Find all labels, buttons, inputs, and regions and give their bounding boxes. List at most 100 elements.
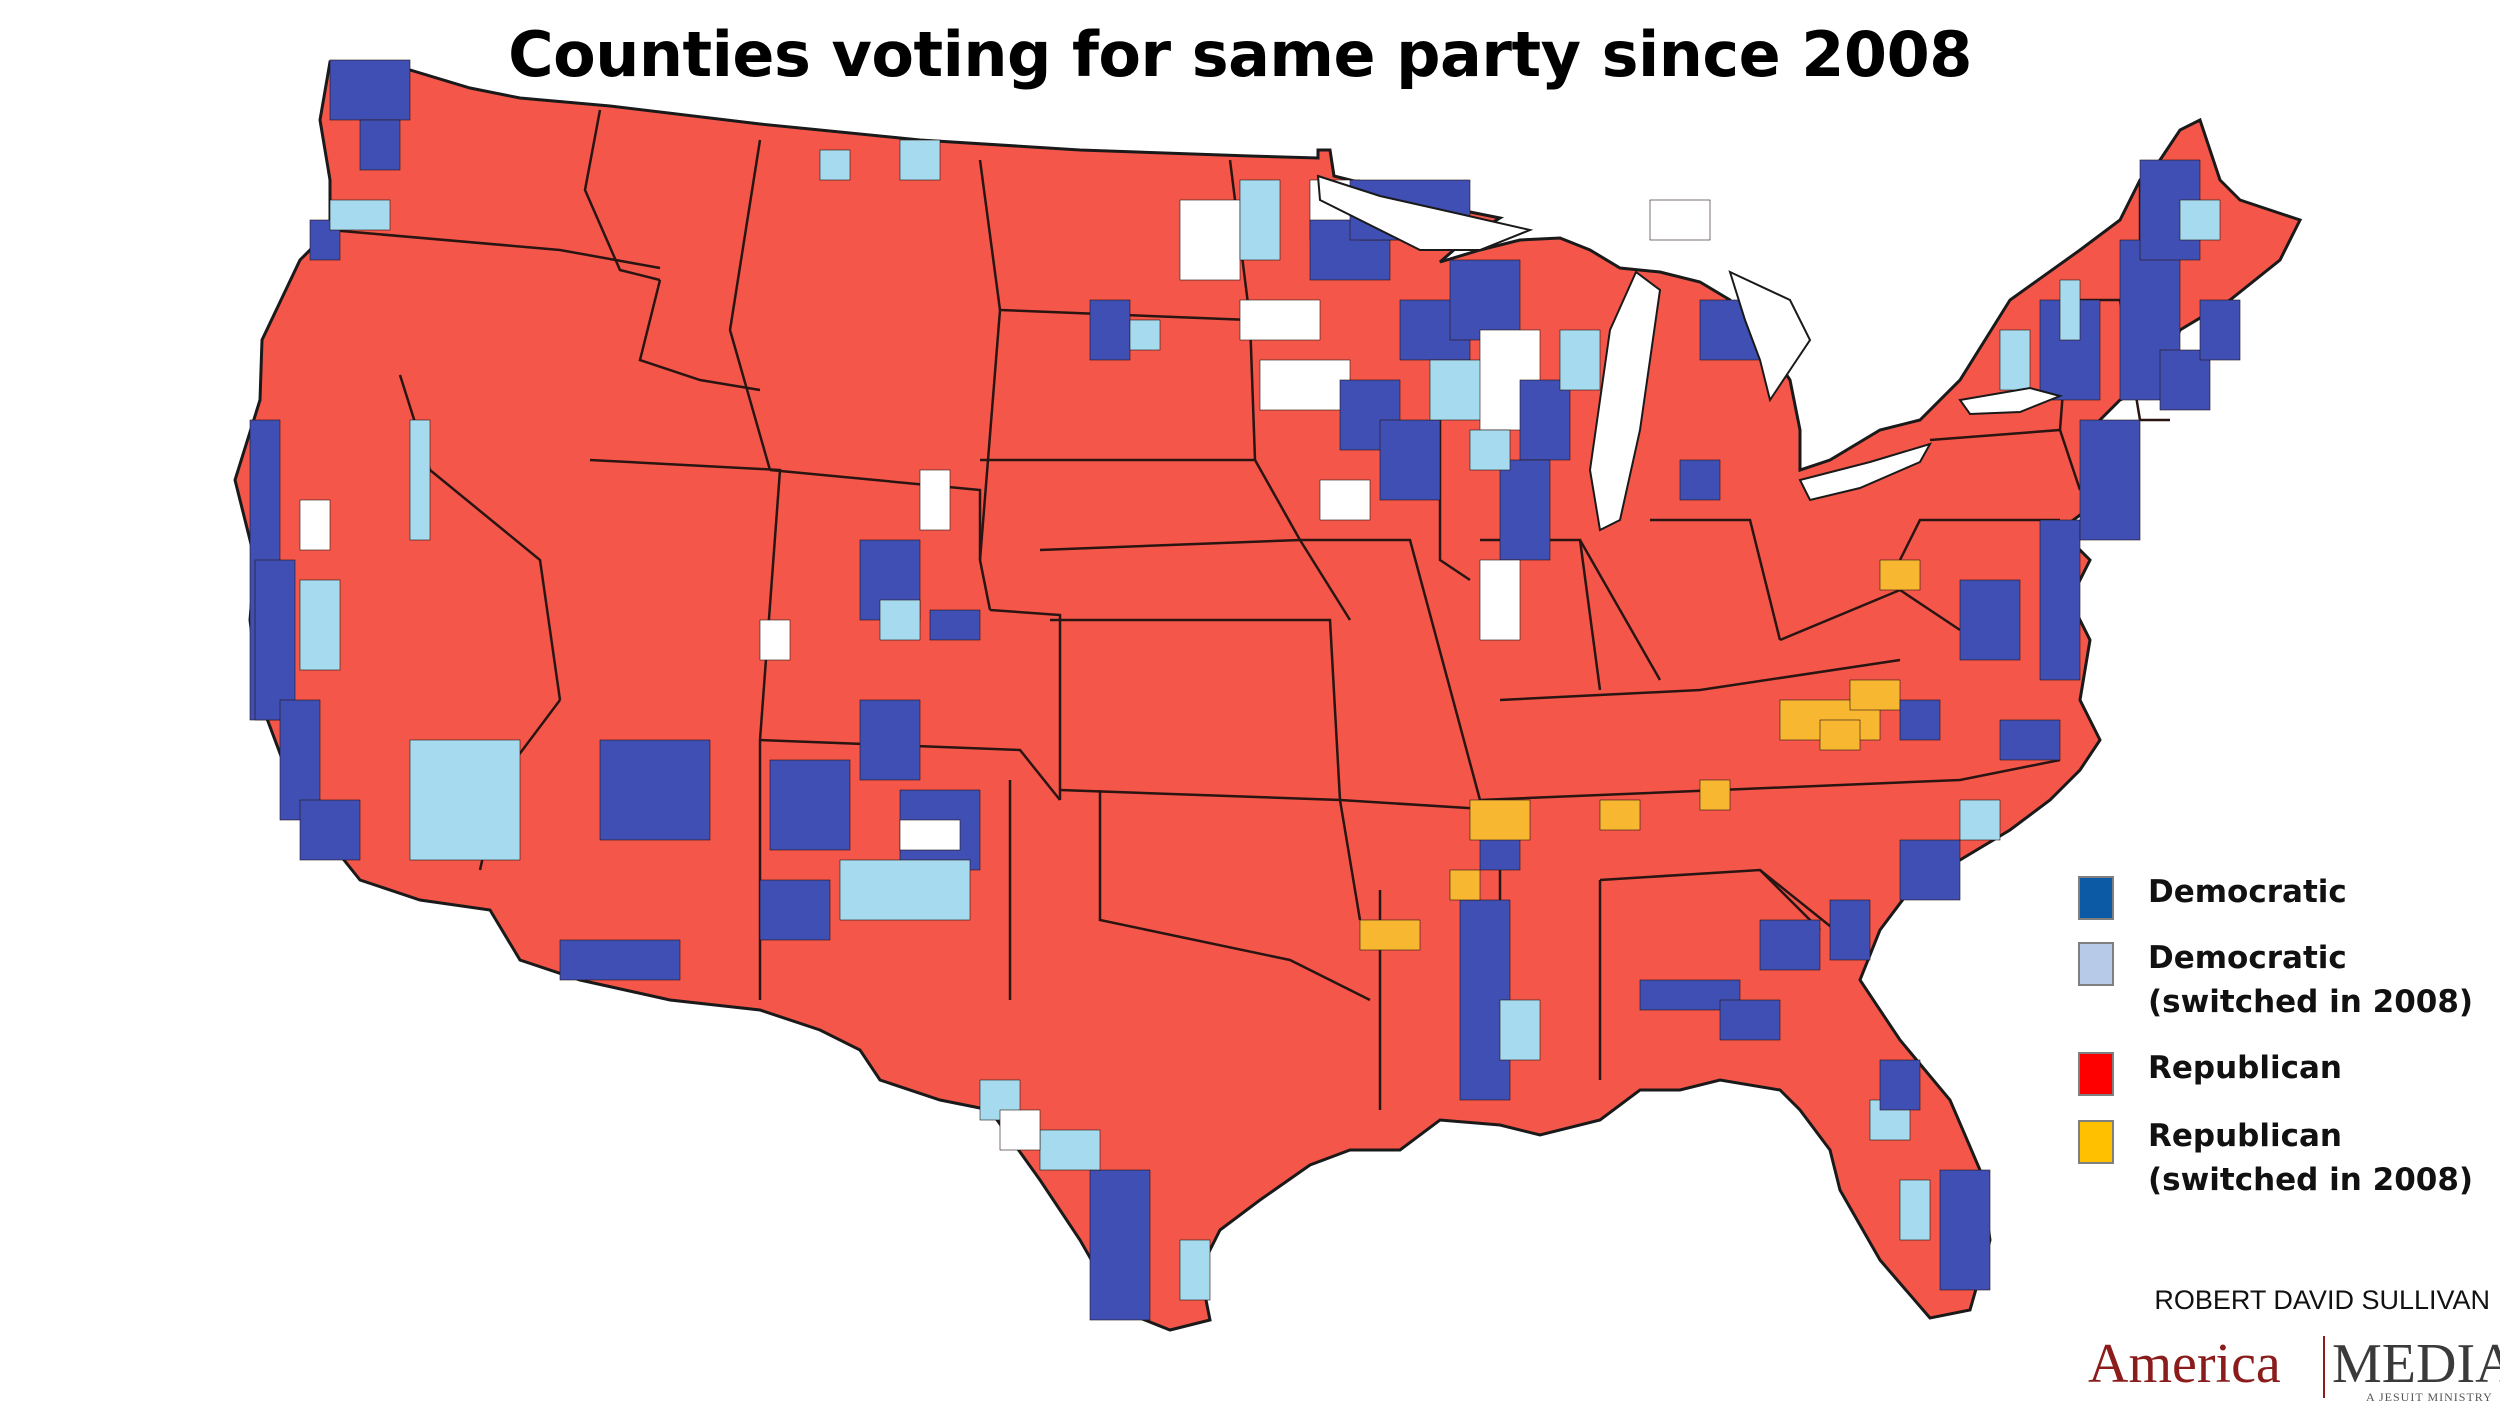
state-border (1479, 758, 2061, 802)
county-patch (759, 619, 791, 661)
credit-author: ROBERT DAVID SULLIVAN (2154, 1285, 2490, 1315)
county-patch (1449, 259, 1521, 341)
county-patch (1519, 379, 1571, 461)
county-patch (929, 609, 981, 641)
county-patch (559, 939, 681, 981)
county-patch (1719, 999, 1781, 1041)
legend-label-republican: Republican (2148, 1050, 2342, 1086)
state-border (769, 468, 982, 560)
legend-swatch-democratic-switched (2078, 942, 2114, 986)
county-patch (1559, 329, 1601, 391)
county-patch (1829, 899, 1871, 961)
county-patch (899, 139, 941, 181)
county-patch (1129, 319, 1161, 351)
county-patch (2039, 519, 2081, 681)
state-border (1499, 658, 1901, 702)
county-patch (1239, 299, 1321, 341)
county-patch (1259, 359, 1351, 411)
county-patch (2199, 299, 2241, 361)
county-patch (1999, 719, 2061, 761)
state-border (978, 159, 1002, 611)
county-patch (599, 739, 711, 841)
county-patch (919, 469, 951, 531)
county-patch (1239, 179, 1281, 261)
county-patch (1469, 799, 1531, 841)
county-patch (1179, 199, 1241, 281)
county-patch (1679, 459, 1721, 501)
state-border (989, 608, 1062, 800)
county-patch (899, 819, 961, 851)
county-patch (1479, 559, 1521, 641)
brand-divider (2323, 1336, 2325, 1398)
county-patch (1879, 559, 1921, 591)
county-patch (1359, 919, 1421, 951)
county-patch (299, 579, 341, 671)
county-patch (359, 119, 401, 171)
legend-item-democratic: Democratic (2078, 870, 2498, 936)
county-patch (859, 699, 921, 781)
brand-tagline: A JESUIT MINISTRY (2366, 1390, 2493, 1404)
county-patch (769, 759, 851, 851)
county-patch (2179, 199, 2221, 241)
county-patch (759, 879, 831, 941)
state-border (1300, 538, 1482, 801)
legend: Democratic Democratic (switched in 2008)… (2078, 870, 2498, 1224)
county-patch (1959, 579, 2021, 661)
county-patch (1759, 919, 1821, 971)
legend-label-republican-switched: Republican (switched in 2008) (2148, 1118, 2474, 1198)
county-patch (879, 599, 921, 641)
county-patch (1339, 379, 1401, 451)
state-border (1898, 518, 2060, 561)
county-patch (1379, 419, 1441, 501)
county-patch (1819, 719, 1861, 751)
state-border (329, 228, 661, 270)
county-patch (1499, 999, 1541, 1061)
county-patch (1179, 1239, 1211, 1301)
county-patch (999, 1109, 1041, 1151)
state-border (638, 279, 761, 392)
state-border (1578, 539, 1662, 681)
state-border (1098, 790, 1371, 1002)
legend-item-democratic-switched: Democratic (switched in 2008) (2078, 936, 2498, 1046)
legend-item-republican-switched: Republican (switched in 2008) (2078, 1114, 2498, 1224)
brand-america: America (2088, 1333, 2281, 1395)
county-patch (1899, 1179, 1931, 1241)
county-patch (1699, 779, 1731, 811)
legend-swatch-republican-switched (2078, 1120, 2114, 1164)
county-patch (1499, 459, 1551, 561)
state-border (1650, 518, 1782, 641)
legend-label-democratic-switched: Democratic (switched in 2008) (2148, 940, 2474, 1020)
county-patch (1649, 199, 1711, 241)
map-title: Counties voting for same party since 200… (508, 18, 1972, 91)
state-border (980, 458, 1302, 541)
lake-ontario (1958, 386, 2064, 416)
lake-michigan (1588, 270, 1662, 532)
county-patch (409, 739, 521, 861)
county-patch (299, 499, 331, 551)
county-patch (2059, 279, 2081, 341)
county-patch (299, 799, 361, 861)
great-lakes (1316, 174, 2064, 532)
county-patch (1899, 699, 1941, 741)
county-patch (1849, 679, 1901, 711)
county-patch (1599, 799, 1641, 831)
legend-swatch-democratic (2078, 876, 2114, 920)
county-patch (1089, 299, 1131, 361)
state-border (759, 738, 1061, 801)
brand-media: MEDIA (2332, 1333, 2500, 1395)
lake-erie (1798, 442, 1933, 502)
america-media-logo: America MEDIA A JESUIT MINISTRY (2080, 1332, 2500, 1406)
state-border (1050, 618, 1342, 801)
county-patch (254, 559, 296, 721)
county-patch (1089, 1169, 1151, 1321)
county-patch (819, 149, 851, 181)
legend-swatch-republican (2078, 1052, 2114, 1096)
county-patch (329, 199, 391, 231)
lake-superior (1316, 174, 1534, 251)
state-border (728, 139, 772, 471)
county-patch (329, 59, 411, 121)
county-patch (1469, 429, 1511, 471)
county-patch (1449, 869, 1481, 901)
